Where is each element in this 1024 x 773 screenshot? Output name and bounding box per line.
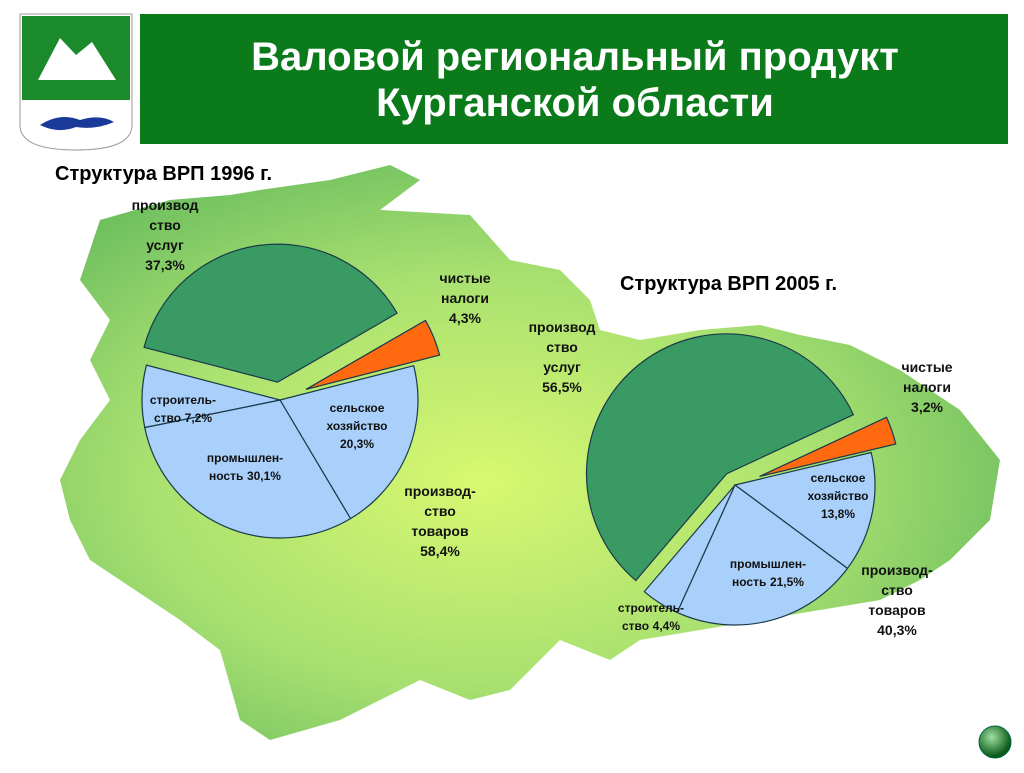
- slice-value-label: 37,3%: [145, 257, 185, 273]
- pie-slice: [585, 333, 855, 582]
- pie-slice: [759, 416, 897, 478]
- pie-slice: [643, 484, 736, 614]
- slice-value-label: 21,5%: [770, 575, 804, 589]
- pie-slice: [305, 319, 441, 391]
- pie-slice: [279, 364, 419, 520]
- pie-slice: [733, 451, 876, 570]
- coat-of-arms: [19, 13, 133, 151]
- slice-label: строитель-ство: [150, 393, 216, 425]
- group-annotation: производ-ство товаров 40,3%: [861, 562, 933, 638]
- slice-value-label: 4,3%: [449, 310, 481, 326]
- slice-value-label: 20,3%: [340, 437, 374, 451]
- group-annotation: производ-ство товаров 58,4%: [404, 483, 476, 559]
- slice-label: строитель-ство: [618, 601, 684, 633]
- chart-title: Структура ВРП 2005 г.: [620, 273, 837, 295]
- slice-value-label: 3,2%: [911, 399, 943, 415]
- slice-value-label: 56,5%: [542, 379, 582, 395]
- slide-title: Валовой региональный продукт Курганской о…: [251, 35, 899, 125]
- slice-label: сельское хозяйство: [327, 401, 388, 433]
- pie-slice: [143, 243, 398, 383]
- chart-title: Структура ВРП 1996 г.: [55, 163, 272, 185]
- slice-value-label: 7,2%: [185, 411, 213, 425]
- slice-label: промышлен-ность: [207, 451, 283, 483]
- slice-label: чистые налоги: [439, 270, 490, 306]
- slice-value-label: 4,4%: [653, 619, 681, 633]
- slice-label: промышлен-ность: [730, 557, 806, 589]
- slice-label: сельское хозяйство: [808, 471, 869, 503]
- pie-slice: [141, 364, 281, 429]
- slice-value-label: 13,8%: [821, 507, 855, 521]
- slice-label: чистые налоги: [901, 359, 952, 395]
- header-bar: [140, 14, 1008, 144]
- nav-button[interactable]: [978, 725, 1012, 759]
- slice-label: производ ство услуг: [529, 319, 596, 375]
- slice-value-label: 30,1%: [247, 469, 281, 483]
- slice-label: производ ство услуг: [132, 197, 199, 253]
- pie-slice: [144, 399, 352, 539]
